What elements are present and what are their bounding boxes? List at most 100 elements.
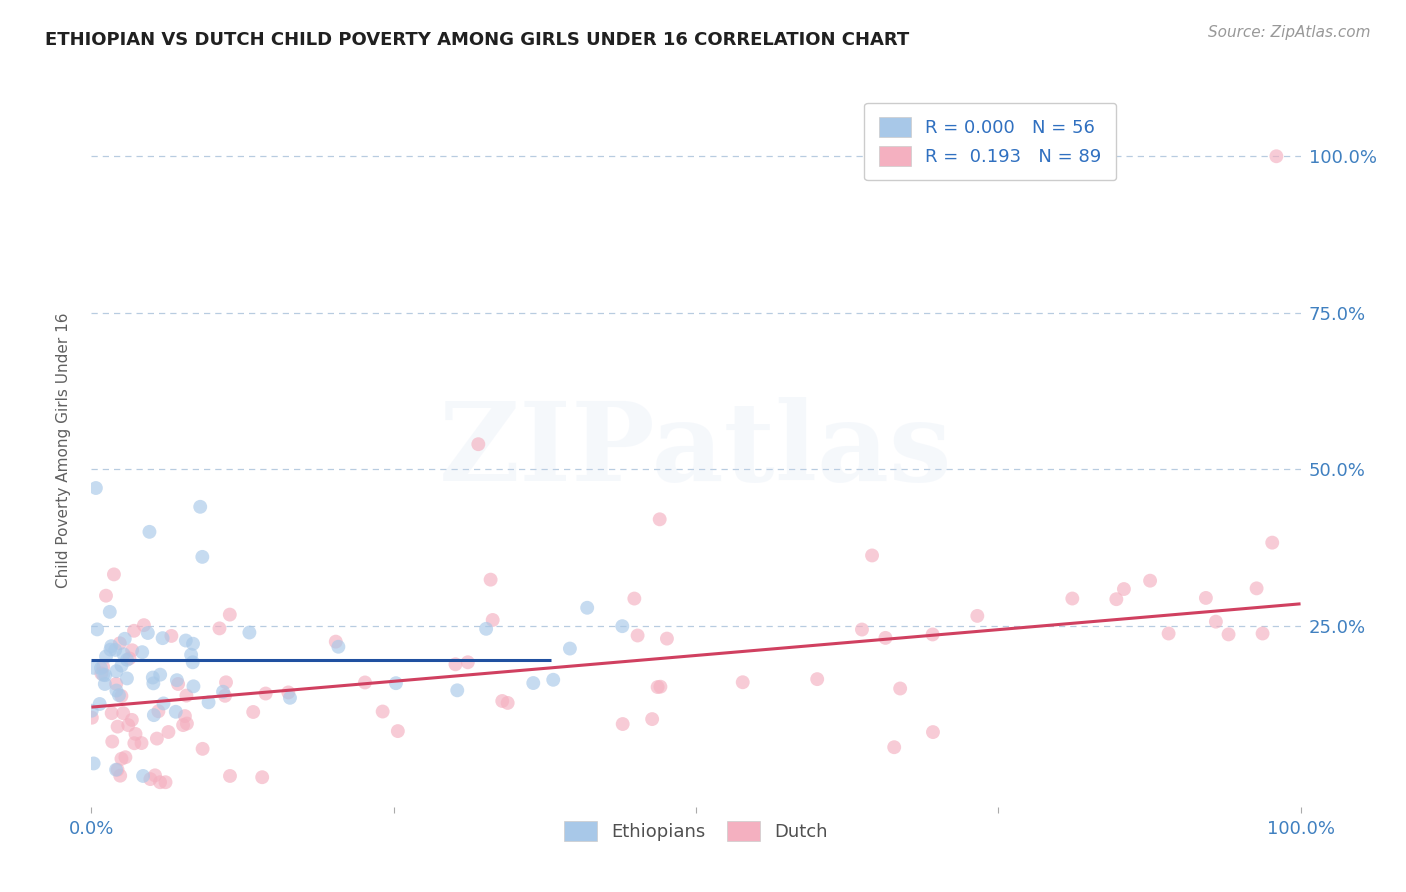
Point (105, 763, 128, 777)
Point (648, 512, 671, 526)
Point (208, 621, 231, 635)
Point (100, 639, 122, 653)
Point (131, 645, 153, 659)
Point (148, 704, 170, 718)
Point (84, 481, 107, 495)
Point (922, 725, 945, 739)
Point (166, 673, 188, 688)
Point (191, 549, 214, 564)
Point (124, 727, 146, 741)
Point (180, 648, 202, 662)
Point (218, 607, 240, 622)
Point (496, 696, 519, 710)
Point (152, 697, 174, 711)
Point (100, 642, 122, 657)
Point (277, 685, 299, 699)
Point (167, 677, 190, 691)
Point (149, 667, 172, 681)
Point (146, 731, 169, 746)
Point (875, 631, 897, 645)
Point (446, 683, 468, 698)
Point (110, 689, 132, 703)
Point (1112, 582, 1135, 596)
Point (94, 677, 117, 691)
Point (165, 705, 187, 719)
Point (86, 623, 108, 637)
Point (612, 717, 634, 731)
Point (212, 685, 235, 699)
Point (110, 752, 132, 766)
Point (115, 653, 138, 667)
Point (966, 608, 988, 623)
Point (181, 637, 204, 651)
Point (89, 697, 111, 711)
Point (522, 676, 544, 690)
Point (143, 768, 166, 782)
Point (112, 647, 135, 661)
Point (124, 736, 146, 750)
Point (91, 660, 114, 674)
Point (118, 651, 141, 665)
Point (117, 718, 139, 732)
Point (108, 636, 131, 650)
Point (325, 634, 347, 648)
Point (103, 567, 125, 582)
Point (860, 549, 883, 563)
Point (183, 679, 205, 693)
Point (138, 524, 160, 539)
Point (142, 708, 165, 723)
Point (254, 686, 277, 700)
Point (491, 694, 513, 708)
Point (1139, 574, 1161, 588)
Point (90, 661, 112, 675)
Point (387, 724, 409, 739)
Point (278, 690, 301, 705)
Point (191, 742, 214, 756)
Point (104, 643, 127, 657)
Point (132, 618, 155, 632)
Point (155, 775, 177, 789)
Point (114, 750, 136, 764)
Point (122, 624, 145, 638)
Point (131, 736, 153, 750)
Point (371, 705, 394, 719)
Point (80, 711, 103, 725)
Point (94, 589, 117, 603)
Point (101, 734, 124, 748)
Point (215, 675, 238, 690)
Point (1251, 626, 1274, 640)
Point (132, 769, 155, 783)
Point (80, 704, 103, 718)
Point (467, 437, 489, 451)
Point (475, 622, 498, 636)
Point (1205, 615, 1227, 629)
Point (105, 664, 128, 678)
Point (149, 775, 172, 789)
Point (91, 668, 114, 682)
Point (98, 605, 121, 619)
Point (90, 666, 112, 681)
Point (1265, 149, 1288, 163)
Point (121, 643, 143, 657)
Point (1105, 592, 1128, 607)
Point (108, 769, 131, 783)
Point (650, 680, 672, 694)
Point (623, 591, 645, 606)
Point (136, 626, 159, 640)
Point (176, 716, 198, 731)
Point (250, 770, 273, 784)
Point (83, 661, 105, 675)
Point (160, 629, 183, 643)
Point (172, 718, 194, 732)
Point (219, 769, 242, 783)
Point (112, 706, 135, 721)
Point (114, 632, 136, 646)
Point (174, 633, 197, 648)
Point (197, 695, 219, 709)
Point (142, 676, 165, 690)
Point (181, 655, 204, 669)
Point (188, 500, 211, 514)
Point (354, 675, 377, 690)
Point (328, 640, 350, 654)
Point (444, 657, 467, 672)
